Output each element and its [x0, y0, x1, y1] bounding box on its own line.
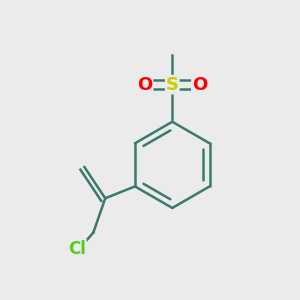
Text: O: O — [192, 76, 207, 94]
Text: Cl: Cl — [68, 240, 86, 258]
Text: S: S — [166, 76, 179, 94]
Text: O: O — [137, 76, 153, 94]
